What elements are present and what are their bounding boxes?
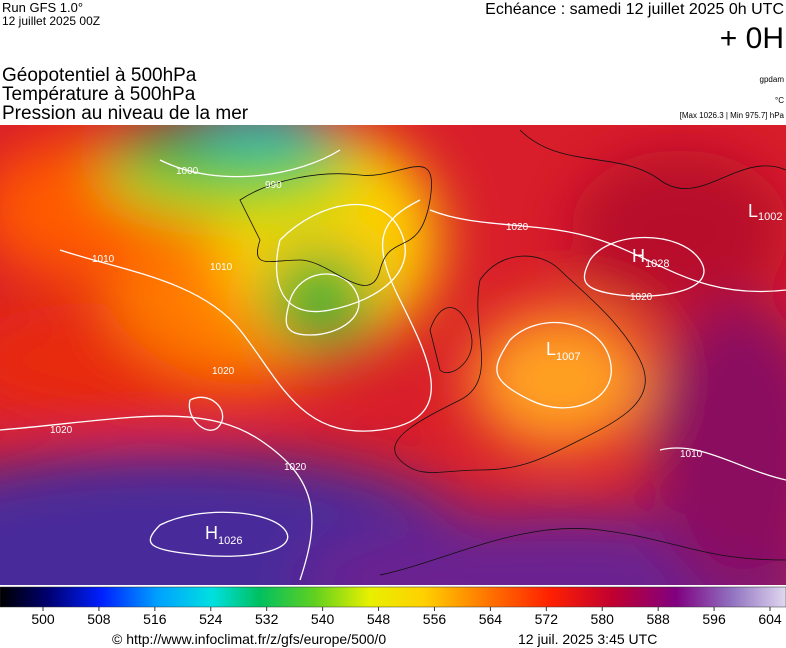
pressure-center: L1007 [546, 339, 581, 363]
unit-label: °C [775, 96, 784, 105]
colorbar [0, 586, 786, 608]
pressure-range: [Max 1026.3 | Min 975.7] hPa [680, 111, 785, 120]
colorbar-tick-label: 508 [87, 611, 111, 627]
pressure-center: L1002 [748, 201, 783, 223]
timestamp: 12 juil. 2025 3:45 UTC [518, 631, 657, 647]
center-type: L [748, 201, 758, 221]
map: H1026 H1028 L1007 L1002 1020 1010 1020 1… [0, 125, 786, 585]
center-value: 1007 [556, 351, 580, 363]
colorbar-tick-label: 556 [423, 611, 447, 627]
pressure-center: H1028 [632, 246, 669, 270]
isobar-label: 1010 [680, 449, 703, 460]
field-name: Géopotentiel à 500hPa [2, 65, 197, 86]
pressure-center: H1026 [205, 523, 242, 547]
colorbar-tick-label: 604 [758, 611, 782, 627]
isobar-label: 1000 [176, 166, 199, 177]
forecast-offset: + 0H [720, 22, 784, 55]
center-value: 1002 [758, 211, 782, 223]
isobar-label: 1010 [210, 262, 233, 273]
run-label: Run GFS 1.0° [2, 0, 83, 15]
colorbar-tick-label: 524 [199, 611, 223, 627]
colorbar-tick-label: 540 [311, 611, 335, 627]
source: © http://www.infoclimat.fr/z/gfs/europe/… [112, 631, 386, 647]
isobar-label: 1020 [212, 366, 235, 377]
colorbar-tick-label: 580 [591, 611, 615, 627]
unit-label: gpdam [760, 75, 785, 84]
colorbar-tick-label: 596 [702, 611, 726, 627]
run-date: 12 juillet 2025 00Z [2, 14, 100, 28]
isobar-label: 1020 [284, 462, 307, 473]
colorbar-tick-label: 500 [31, 611, 55, 627]
colorbar-tick-label: 588 [646, 611, 670, 627]
field-name: Pression au niveau de la mer [2, 103, 249, 124]
center-type: L [546, 339, 556, 359]
center-type: H [632, 246, 645, 266]
colorbar-tick-label: 572 [535, 611, 559, 627]
center-value: 1028 [645, 258, 669, 270]
isobar-label: 1010 [92, 254, 115, 265]
isobar-label: 990 [265, 180, 282, 191]
colorbar-ticks: 500 508 516 524 532 540 548 556 564 572 580 588 596 6… [31, 607, 782, 627]
isobars [0, 149, 786, 581]
coastlines [239, 129, 786, 576]
colorbar-tick-label: 532 [255, 611, 279, 627]
colorbar-tick-label: 548 [367, 611, 391, 627]
forecast-time: Echéance : samedi 12 juillet 2025 0h UTC [485, 1, 784, 18]
isobar-label: 1020 [50, 425, 73, 436]
colorbar-tick-label: 516 [143, 611, 167, 627]
colorbar-tick-label: 564 [479, 611, 503, 627]
isobar-label: 1020 [506, 222, 529, 233]
field-name: Température à 500hPa [2, 84, 196, 105]
center-type: H [205, 523, 218, 543]
isobar-label: 1020 [630, 292, 653, 303]
center-value: 1026 [218, 535, 242, 547]
